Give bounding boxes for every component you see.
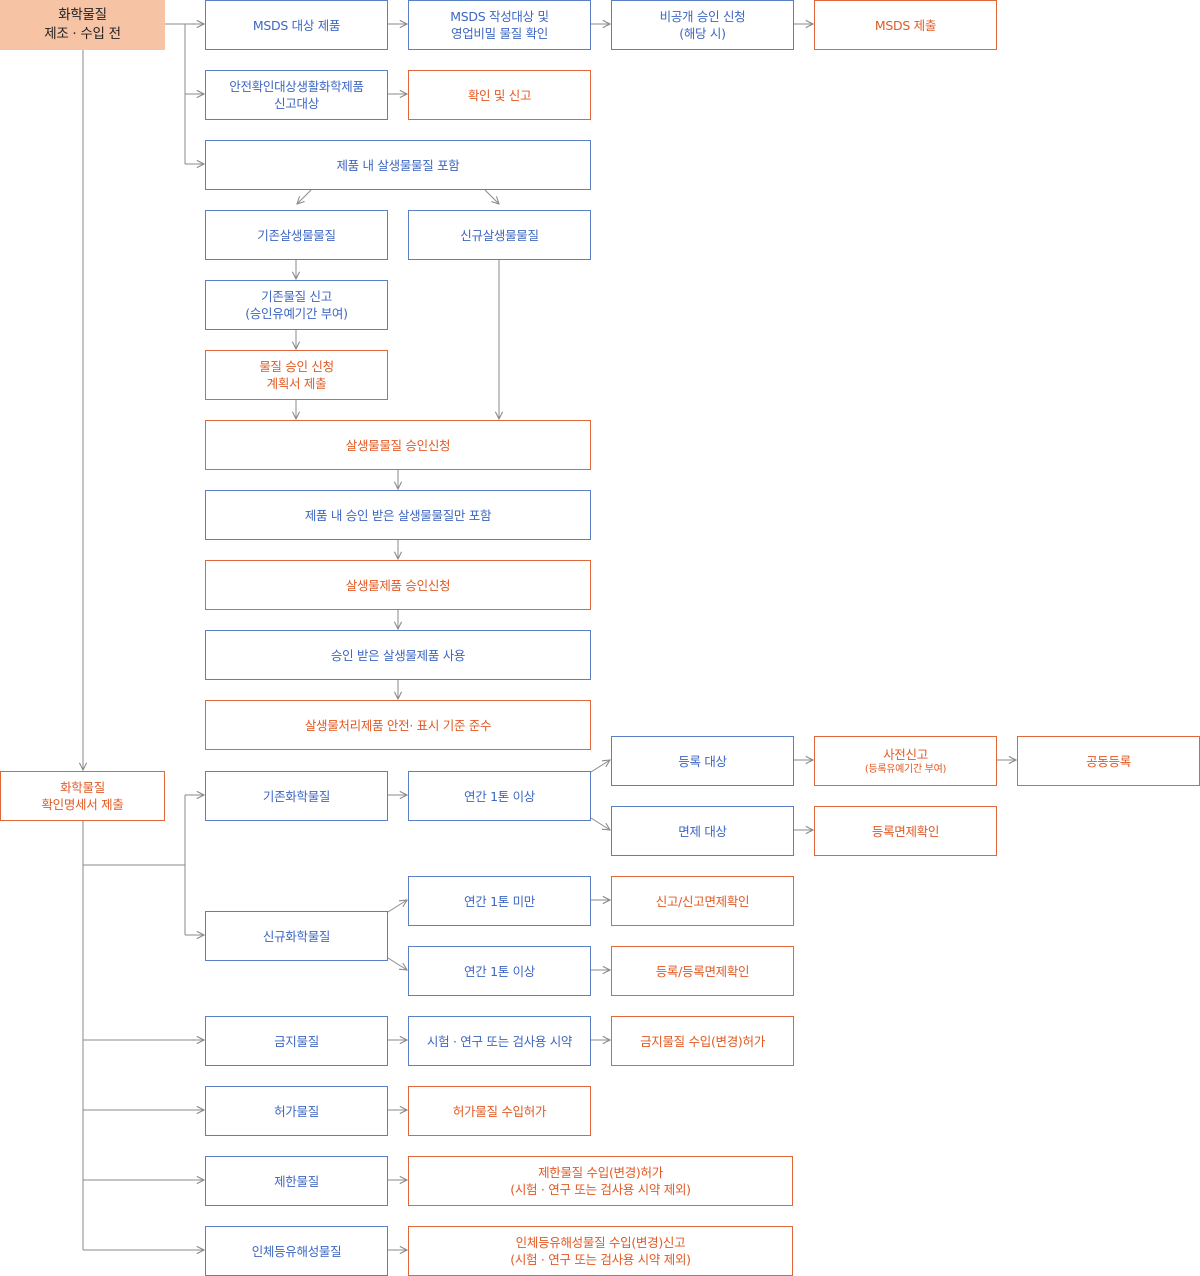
node-approved-biocide-only: 제품 내 승인 받은 살생물물질만 포함 xyxy=(205,490,591,540)
node-safety-report: 확인 및 신고 xyxy=(408,70,591,120)
node-new-biocide-label: 신규살생물물질 xyxy=(460,227,539,243)
node-prohibited-permit-label: 금지물질 수입(변경)허가 xyxy=(640,1033,765,1049)
node-over-1ton-existing-label: 연간 1톤 이상 xyxy=(464,788,535,804)
node-restricted-permit-line1: 제한물질 수입(변경)허가 xyxy=(538,1165,663,1180)
node-exempt-target-label: 면제 대상 xyxy=(678,823,727,839)
node-restricted-permit-line2: (시험 · 연구 또는 검사용 시약 제외) xyxy=(510,1182,691,1197)
node-pre-manufacture-import: 화학물질 제조 · 수입 전 xyxy=(0,0,165,50)
node-over-1ton-new-label: 연간 1톤 이상 xyxy=(464,963,535,979)
node-existing-biocide-label: 기존살생물물질 xyxy=(257,227,336,243)
node-report-exempt-label: 신고/신고면제확인 xyxy=(655,893,750,909)
node-pre-report-line2: (등록유예기간 부여) xyxy=(864,764,947,775)
node-harmful-substance: 인체등유해성물질 xyxy=(205,1226,388,1276)
node-pre-report-line1: 사전신고 xyxy=(883,747,928,762)
node-msds-check: MSDS 작성대상 및 영업비밀 물질 확인 xyxy=(408,0,591,50)
node-approval-plan-line1: 물질 승인 신청 xyxy=(259,359,334,374)
node-harmful-report-line1: 인체등유해성물질 수입(변경)신고 xyxy=(515,1235,686,1250)
node-existing-chemical: 기존화학물질 xyxy=(205,771,388,821)
node-nondisclosure-line2: (해당 시) xyxy=(679,26,726,41)
node-joint-registration: 공동등록 xyxy=(1017,736,1200,786)
node-new-chemical: 신규화학물질 xyxy=(205,911,388,961)
node-biocide-contained-label: 제품 내 살생물물질 포함 xyxy=(336,157,460,173)
node-pre-manufacture-line1: 화학물질 xyxy=(58,7,107,23)
node-prohibited-label: 금지물질 xyxy=(274,1033,319,1049)
node-confirmation-line1: 화학물질 xyxy=(60,780,105,795)
node-msds-target: MSDS 대상 제품 xyxy=(205,0,388,50)
node-biocide-product-approval: 살생물제품 승인신청 xyxy=(205,560,591,610)
node-prohibited-import-permit: 금지물질 수입(변경)허가 xyxy=(611,1016,794,1066)
node-biocide-approval-label: 살생물물질 승인신청 xyxy=(345,437,451,453)
node-confirmation-statement: 화학물질 확인명세서 제출 xyxy=(0,771,165,821)
node-exempt-target: 면제 대상 xyxy=(611,806,794,856)
node-approved-only-label: 제품 내 승인 받은 살생물물질만 포함 xyxy=(304,507,492,523)
node-new-biocide: 신규살생물물질 xyxy=(408,210,591,260)
node-existing-report-line2: (승인유예기간 부여) xyxy=(245,306,348,321)
node-existing-report-line1: 기존물질 신고 xyxy=(261,289,332,304)
node-msds-check-line1: MSDS 작성대상 및 xyxy=(450,9,549,24)
node-over-1ton-existing: 연간 1톤 이상 xyxy=(408,771,591,821)
node-product-approval-label: 살생물제품 승인신청 xyxy=(345,577,451,593)
node-research-reagent-label: 시험 · 연구 또는 검사용 시약 xyxy=(426,1033,573,1049)
node-permitted-import: 허가물질 수입허가 xyxy=(408,1086,591,1136)
node-research-reagent: 시험 · 연구 또는 검사용 시약 xyxy=(408,1016,591,1066)
node-reg-exempt-label: 등록/등록면제확인 xyxy=(655,963,750,979)
node-prohibited-substance: 금지물질 xyxy=(205,1016,388,1066)
node-over-1ton-new: 연간 1톤 이상 xyxy=(408,946,591,996)
node-registration-target: 등록 대상 xyxy=(611,736,794,786)
node-exempt-confirm-label: 등록면제확인 xyxy=(871,823,940,839)
node-harmful-label: 인체등유해성물질 xyxy=(251,1243,342,1259)
node-registration-target-label: 등록 대상 xyxy=(678,753,727,769)
node-existing-chemical-label: 기존화학물질 xyxy=(262,788,331,804)
node-report-exempt-confirm: 신고/신고면제확인 xyxy=(611,876,794,926)
node-use-approved-label: 승인 받은 살생물제품 사용 xyxy=(330,647,466,663)
node-treated-article-standard: 살생물처리제품 안전· 표시 기준 준수 xyxy=(205,700,591,750)
node-nondisclosure-line1: 비공개 승인 신청 xyxy=(659,9,746,24)
node-use-approved-product: 승인 받은 살생물제품 사용 xyxy=(205,630,591,680)
node-biocide-approval: 살생물물질 승인신청 xyxy=(205,420,591,470)
node-msds-check-line2: 영업비밀 물질 확인 xyxy=(451,26,548,41)
node-safety-target-line2: 신고대상 xyxy=(274,96,319,111)
node-harmful-import-report: 인체등유해성물질 수입(변경)신고 (시험 · 연구 또는 검사용 시약 제외) xyxy=(408,1226,793,1276)
node-restricted-import-permit: 제한물질 수입(변경)허가 (시험 · 연구 또는 검사용 시약 제외) xyxy=(408,1156,793,1206)
node-safety-target-line1: 안전확인대상생활화학제품 xyxy=(229,79,364,94)
node-permitted-import-label: 허가물질 수입허가 xyxy=(452,1103,547,1119)
node-pre-manufacture-line2: 제조 · 수입 전 xyxy=(44,26,121,42)
node-harmful-report-line2: (시험 · 연구 또는 검사용 시약 제외) xyxy=(510,1252,691,1267)
node-treated-article-label: 살생물처리제품 안전· 표시 기준 준수 xyxy=(304,717,492,733)
node-nondisclosure-application: 비공개 승인 신청 (해당 시) xyxy=(611,0,794,50)
node-registration-exempt: 등록/등록면제확인 xyxy=(611,946,794,996)
node-pre-report: 사전신고 (등록유예기간 부여) xyxy=(814,736,997,786)
node-confirmation-line2: 확인명세서 제출 xyxy=(41,797,124,812)
node-under-1ton: 연간 1톤 미만 xyxy=(408,876,591,926)
node-registration-exempt-confirm: 등록면제확인 xyxy=(814,806,997,856)
node-under-1ton-label: 연간 1톤 미만 xyxy=(464,893,535,909)
node-approval-plan-submit: 물질 승인 신청 계획서 제출 xyxy=(205,350,388,400)
node-msds-submit-label: MSDS 제출 xyxy=(874,17,937,33)
node-restricted-substance: 제한물질 xyxy=(205,1156,388,1206)
node-biocide-contained: 제품 내 살생물물질 포함 xyxy=(205,140,591,190)
node-new-chemical-label: 신규화학물질 xyxy=(262,928,331,944)
node-permitted-substance: 허가물질 xyxy=(205,1086,388,1136)
node-approval-plan-line2: 계획서 제출 xyxy=(266,376,327,391)
node-existing-biocide: 기존살생물물질 xyxy=(205,210,388,260)
node-safety-report-label: 확인 및 신고 xyxy=(467,87,532,103)
node-joint-registration-label: 공동등록 xyxy=(1086,753,1131,769)
node-msds-target-label: MSDS 대상 제품 xyxy=(252,17,341,33)
node-safety-check-target: 안전확인대상생활화학제품 신고대상 xyxy=(205,70,388,120)
node-existing-substance-report: 기존물질 신고 (승인유예기간 부여) xyxy=(205,280,388,330)
node-msds-submit: MSDS 제출 xyxy=(814,0,997,50)
node-restricted-label: 제한물질 xyxy=(274,1173,319,1189)
node-permitted-label: 허가물질 xyxy=(274,1103,319,1119)
